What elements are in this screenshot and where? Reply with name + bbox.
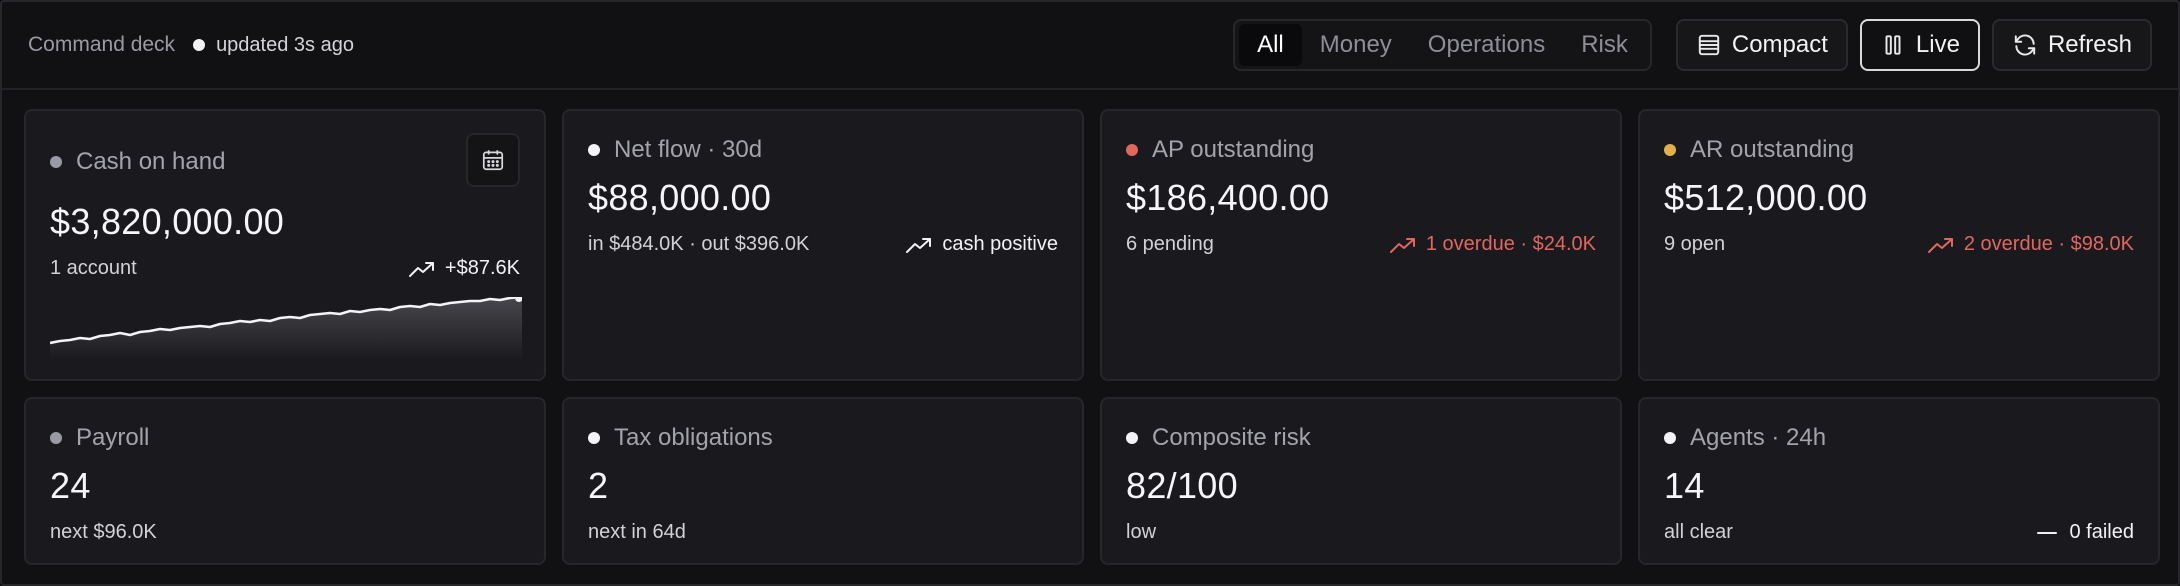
card-trend-label: +$87.6K — [444, 257, 520, 279]
compact-button-label: Compact — [1731, 31, 1828, 58]
card-value: 82/100 — [1126, 465, 1238, 506]
live-button[interactable]: Live — [1859, 19, 1980, 71]
card-sub: next $96.0K — [50, 521, 157, 543]
status-dot — [1126, 432, 1138, 444]
card-value: 2 — [588, 465, 609, 506]
card-trend-label: 2 overdue · $98.0K — [1963, 233, 2134, 255]
status-dot — [1664, 144, 1676, 156]
ar-outstanding-card[interactable]: AR outstanding $512,000.00 9 open 2 over… — [1638, 109, 2160, 381]
card-sub: all clear — [1664, 521, 1733, 543]
card-label: Agents · 24h — [1690, 424, 1827, 451]
card-trend-label: 1 overdue · $24.0K — [1425, 233, 1596, 255]
net-flow-card[interactable]: Net flow · 30d $88,000.00 in $484.0K · o… — [562, 109, 1084, 381]
payroll-card[interactable]: Payroll 24 next $96.0K — [24, 397, 546, 565]
card-sub: next in 64d — [588, 521, 686, 543]
card-trend: +$87.6K — [408, 257, 520, 280]
calendar-button[interactable] — [466, 133, 520, 187]
composite-risk-card[interactable]: Composite risk 82/100 low — [1100, 397, 1622, 565]
card-trend: 0 failed — [2034, 521, 2135, 544]
status-dot — [1664, 432, 1676, 444]
card-trend: 1 overdue · $24.0K — [1389, 233, 1596, 256]
status-dot — [193, 39, 206, 51]
card-label: AR outstanding — [1690, 136, 1855, 163]
card-value: 14 — [1664, 465, 1705, 506]
tax-obligations-card[interactable]: Tax obligations 2 next in 64d — [562, 397, 1084, 565]
card-label: Net flow · 30d — [614, 136, 763, 163]
card-trend-label: 0 failed — [2069, 521, 2135, 543]
card-sub: 9 open — [1664, 233, 1726, 255]
status-dot — [50, 432, 62, 444]
status-dot — [50, 156, 62, 168]
compact-button[interactable]: Compact — [1675, 19, 1848, 71]
card-value: $3,820,000.00 — [50, 201, 285, 242]
refresh-button[interactable]: Refresh — [1991, 19, 2152, 71]
card-label: AP outstanding — [1152, 136, 1315, 163]
card-trend-label: cash positive — [942, 233, 1058, 255]
status-dot — [1126, 144, 1138, 156]
trending-up-icon — [1389, 237, 1415, 253]
pause-icon — [1885, 35, 1901, 55]
status-dot — [588, 432, 600, 444]
tab-money[interactable]: Money — [1319, 31, 1392, 58]
list-icon — [1698, 34, 1720, 56]
filter-tabs: All Money Operations Risk — [1233, 19, 1652, 71]
refresh-icon — [2014, 34, 2036, 56]
trending-up-icon — [408, 261, 434, 277]
card-value: $186,400.00 — [1126, 177, 1330, 218]
card-sub: 1 account — [50, 257, 137, 279]
card-sub: in $484.0K · out $396.0K — [588, 233, 810, 255]
tab-operations[interactable]: Operations — [1427, 31, 1546, 58]
card-value: $512,000.00 — [1664, 177, 1868, 218]
refresh-button-label: Refresh — [2047, 31, 2132, 58]
status-dot — [588, 144, 600, 156]
card-trend: 2 overdue · $98.0K — [1927, 233, 2134, 256]
tab-risk[interactable]: Risk — [1581, 31, 1628, 58]
minus-icon — [2036, 531, 2057, 534]
deck-header: Command deck updated 3s ago All Money Op… — [2, 2, 2178, 90]
card-sub: 6 pending — [1126, 233, 1214, 255]
cash-on-hand-card[interactable]: Cash on hand $3,820,000.00 1 account — [24, 109, 546, 381]
trending-up-icon — [906, 237, 932, 253]
tab-all[interactable]: All — [1239, 24, 1302, 66]
live-button-label: Live — [1915, 31, 1960, 58]
card-label: Cash on hand — [76, 148, 226, 175]
card-label: Tax obligations — [614, 424, 773, 451]
agents-card[interactable]: Agents · 24h 14 all clear 0 failed — [1638, 397, 2160, 565]
ap-outstanding-card[interactable]: AP outstanding $186,400.00 6 pending 1 o… — [1100, 109, 1622, 381]
card-value: 24 — [50, 465, 91, 506]
cash-sparkline — [50, 297, 522, 361]
card-sub: low — [1126, 521, 1157, 543]
card-label: Payroll — [76, 424, 150, 451]
updated-status: updated 3s ago — [216, 33, 354, 56]
trending-up-icon — [1927, 237, 1953, 253]
card-trend: cash positive — [906, 233, 1058, 256]
card-label: Composite risk — [1152, 424, 1311, 451]
card-value: $88,000.00 — [588, 177, 772, 218]
page-title: Command deck — [28, 33, 176, 56]
calendar-icon — [482, 150, 504, 171]
